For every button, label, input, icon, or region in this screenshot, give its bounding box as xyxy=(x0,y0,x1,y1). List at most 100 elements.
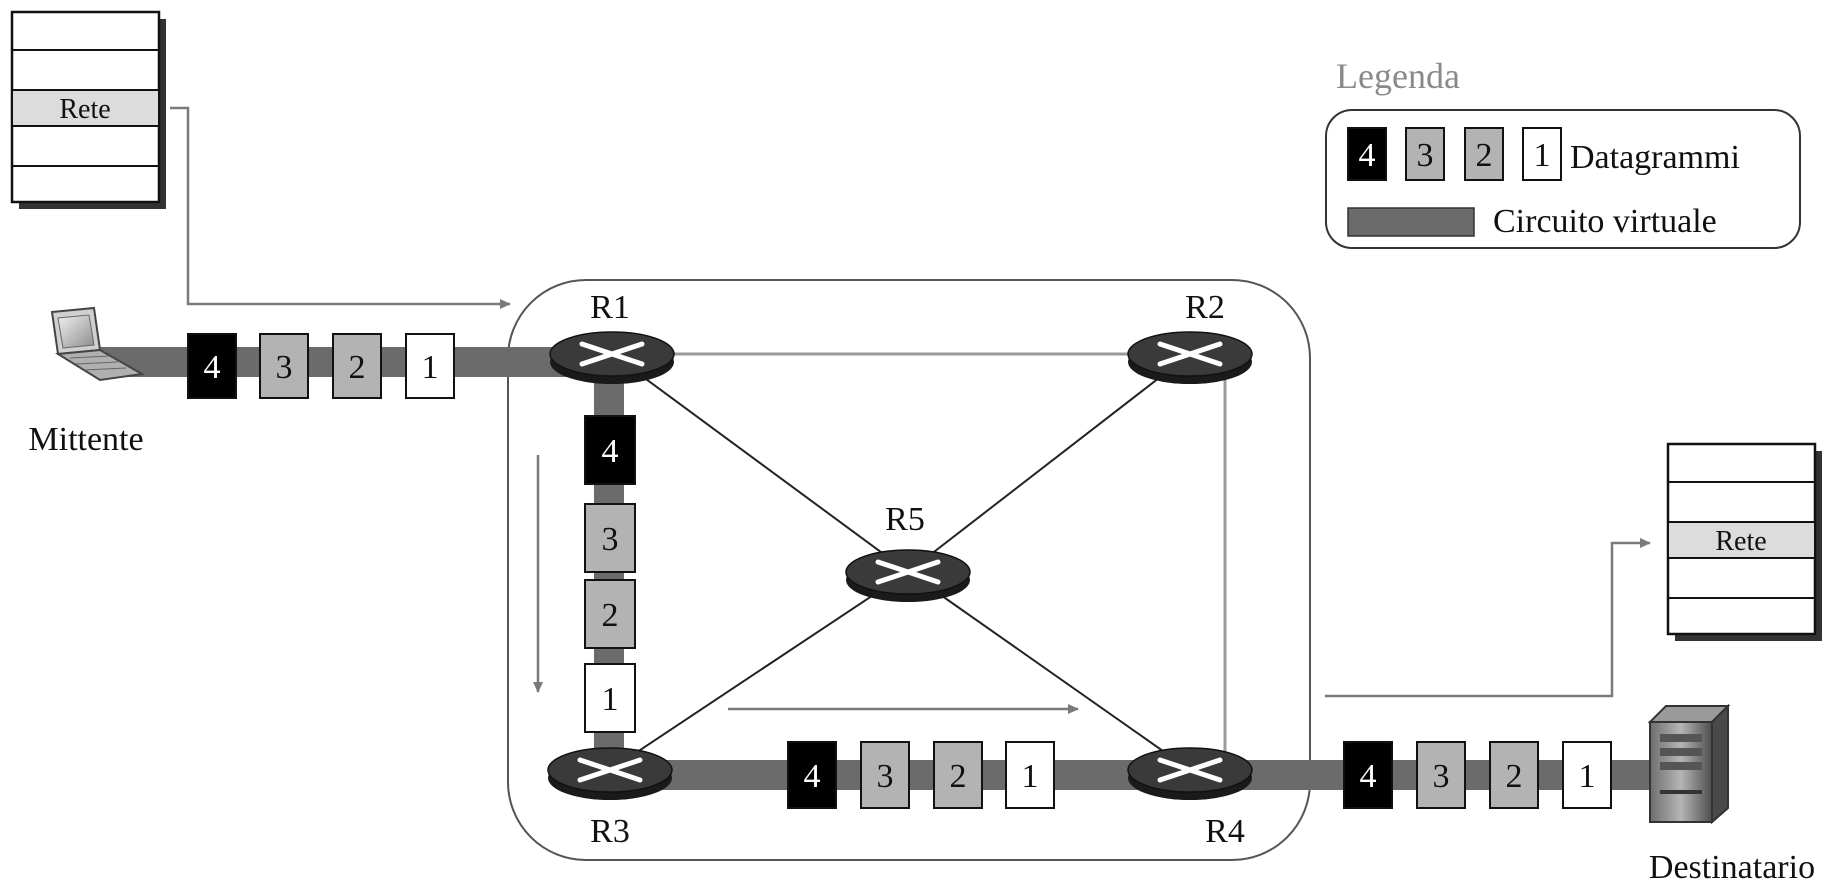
datagram-sender-0: 4 xyxy=(187,333,237,399)
router-label-r3: R3 xyxy=(590,813,630,850)
datagram-recv-0: 4 xyxy=(1343,741,1393,809)
datagram-r1r3-3: 1 xyxy=(584,663,636,733)
datagram-number: 1 xyxy=(1022,758,1039,795)
datagram-box xyxy=(584,415,636,485)
router-r3 xyxy=(547,747,673,800)
datagram-number: 4 xyxy=(1360,758,1377,795)
datagram-number: 1 xyxy=(602,681,619,718)
datagram-box xyxy=(1405,127,1445,181)
link-r2-r5 xyxy=(907,353,1191,573)
datagram-number: 4 xyxy=(1359,137,1376,174)
network-links xyxy=(609,352,1227,771)
arrow-r4-to-receiver-stack xyxy=(1325,538,1651,698)
packets-sender-link: 4 3 2 1 xyxy=(187,333,455,399)
datagram-r3r4-2: 2 xyxy=(933,741,983,809)
datagram-r3r4-0: 4 xyxy=(787,741,837,809)
datagram-number: 2 xyxy=(1476,137,1493,174)
sender-label: Mittente xyxy=(28,421,143,458)
datagram-number: 4 xyxy=(602,433,619,470)
datagram-r1r3-1: 3 xyxy=(584,503,636,573)
router-r2 xyxy=(1127,331,1253,384)
datagram-r3r4-1: 3 xyxy=(860,741,910,809)
packets-receiver-link: 4 3 2 1 xyxy=(1343,741,1612,809)
sender-layer-label: Rete xyxy=(59,94,110,125)
sender-layer-rete xyxy=(13,90,158,126)
router-r5 xyxy=(845,549,971,602)
datagram-number: 4 xyxy=(804,758,821,795)
datagram-sender-1: 3 xyxy=(259,333,309,399)
datagram-box xyxy=(1464,127,1504,181)
datagram-box xyxy=(787,741,837,809)
datagram-box xyxy=(1562,741,1612,809)
datagram-box xyxy=(860,741,910,809)
datagram-legend-3: 1 xyxy=(1522,127,1562,181)
datagram-legend-1: 3 xyxy=(1405,127,1445,181)
packets-r3-r4-link: 4 3 2 1 xyxy=(787,741,1055,809)
legend-box: 4 3 2 1 Datagrammi Circuito virtuale xyxy=(1325,109,1801,249)
datagram-box xyxy=(584,579,636,649)
datagram-box xyxy=(1489,741,1539,809)
datagram-number: 1 xyxy=(422,349,439,386)
router-label-r1: R1 xyxy=(590,289,630,326)
router-label-r2: R2 xyxy=(1185,289,1225,326)
datagram-box xyxy=(1005,741,1055,809)
router-r4 xyxy=(1127,747,1253,800)
datagram-r3r4-3: 1 xyxy=(1005,741,1055,809)
network-boundary xyxy=(507,279,1311,861)
datagram-number: 4 xyxy=(204,349,221,386)
datagram-number: 3 xyxy=(1417,137,1434,174)
datagram-box xyxy=(1416,741,1466,809)
packets-r1-r3-link: 4 3 2 1 xyxy=(584,415,636,733)
datagram-box xyxy=(405,333,455,399)
datagram-recv-2: 2 xyxy=(1489,741,1539,809)
flow-arrows xyxy=(170,106,1651,714)
datagram-number: 2 xyxy=(602,597,619,634)
link-r1-r5 xyxy=(611,353,909,573)
datagram-number: 1 xyxy=(1534,137,1551,174)
datagram-box xyxy=(332,333,382,399)
datagram-box xyxy=(1347,127,1387,181)
datagram-number: 2 xyxy=(349,349,366,386)
datagram-number: 3 xyxy=(602,521,619,558)
receiver-label: Destinatario xyxy=(1649,849,1815,886)
datagram-number: 2 xyxy=(1506,758,1523,795)
datagram-number: 3 xyxy=(276,349,293,386)
datagram-legend-0: 4 xyxy=(1347,127,1387,181)
datagram-box xyxy=(584,663,636,733)
datagram-sender-3: 1 xyxy=(405,333,455,399)
server-icon xyxy=(1647,703,1731,825)
receiver-layer-rete xyxy=(1669,522,1814,558)
datagram-box xyxy=(1522,127,1562,181)
datagram-box xyxy=(259,333,309,399)
legend-vc-swatch xyxy=(1347,207,1475,237)
datagram-number: 3 xyxy=(877,758,894,795)
datagram-box xyxy=(187,333,237,399)
link-r4-r5 xyxy=(907,571,1191,771)
sender-protocol-stack: Rete xyxy=(10,10,166,209)
datagram-recv-1: 3 xyxy=(1416,741,1466,809)
datagram-r1r3-2: 2 xyxy=(584,579,636,649)
datagram-legend-2: 2 xyxy=(1464,127,1504,181)
legend-vc-label: Circuito virtuale xyxy=(1493,203,1717,240)
router-label-r4: R4 xyxy=(1205,813,1245,850)
router-label-r5: R5 xyxy=(885,501,925,538)
datagram-box xyxy=(584,503,636,573)
arrow-sender-stack-to-r1 xyxy=(170,106,511,309)
datagram-number: 1 xyxy=(1579,758,1596,795)
laptop-icon xyxy=(50,306,146,382)
datagram-box xyxy=(933,741,983,809)
legend-datagram-samples: 4 3 2 1 xyxy=(1347,127,1562,181)
datagram-recv-3: 1 xyxy=(1562,741,1612,809)
router-r1 xyxy=(549,331,675,384)
datagram-r1r3-0: 4 xyxy=(584,415,636,485)
receiver-layer-label: Rete xyxy=(1715,526,1766,557)
datagram-number: 2 xyxy=(950,758,967,795)
datagram-number: 3 xyxy=(1433,758,1450,795)
receiver-protocol-stack: Rete xyxy=(1666,442,1822,641)
datagram-sender-2: 2 xyxy=(332,333,382,399)
datagram-box xyxy=(1343,741,1393,809)
legend-title: Legenda xyxy=(1336,56,1460,96)
legend-datagram-label: Datagrammi xyxy=(1570,139,1740,176)
link-r3-r5 xyxy=(609,571,909,771)
